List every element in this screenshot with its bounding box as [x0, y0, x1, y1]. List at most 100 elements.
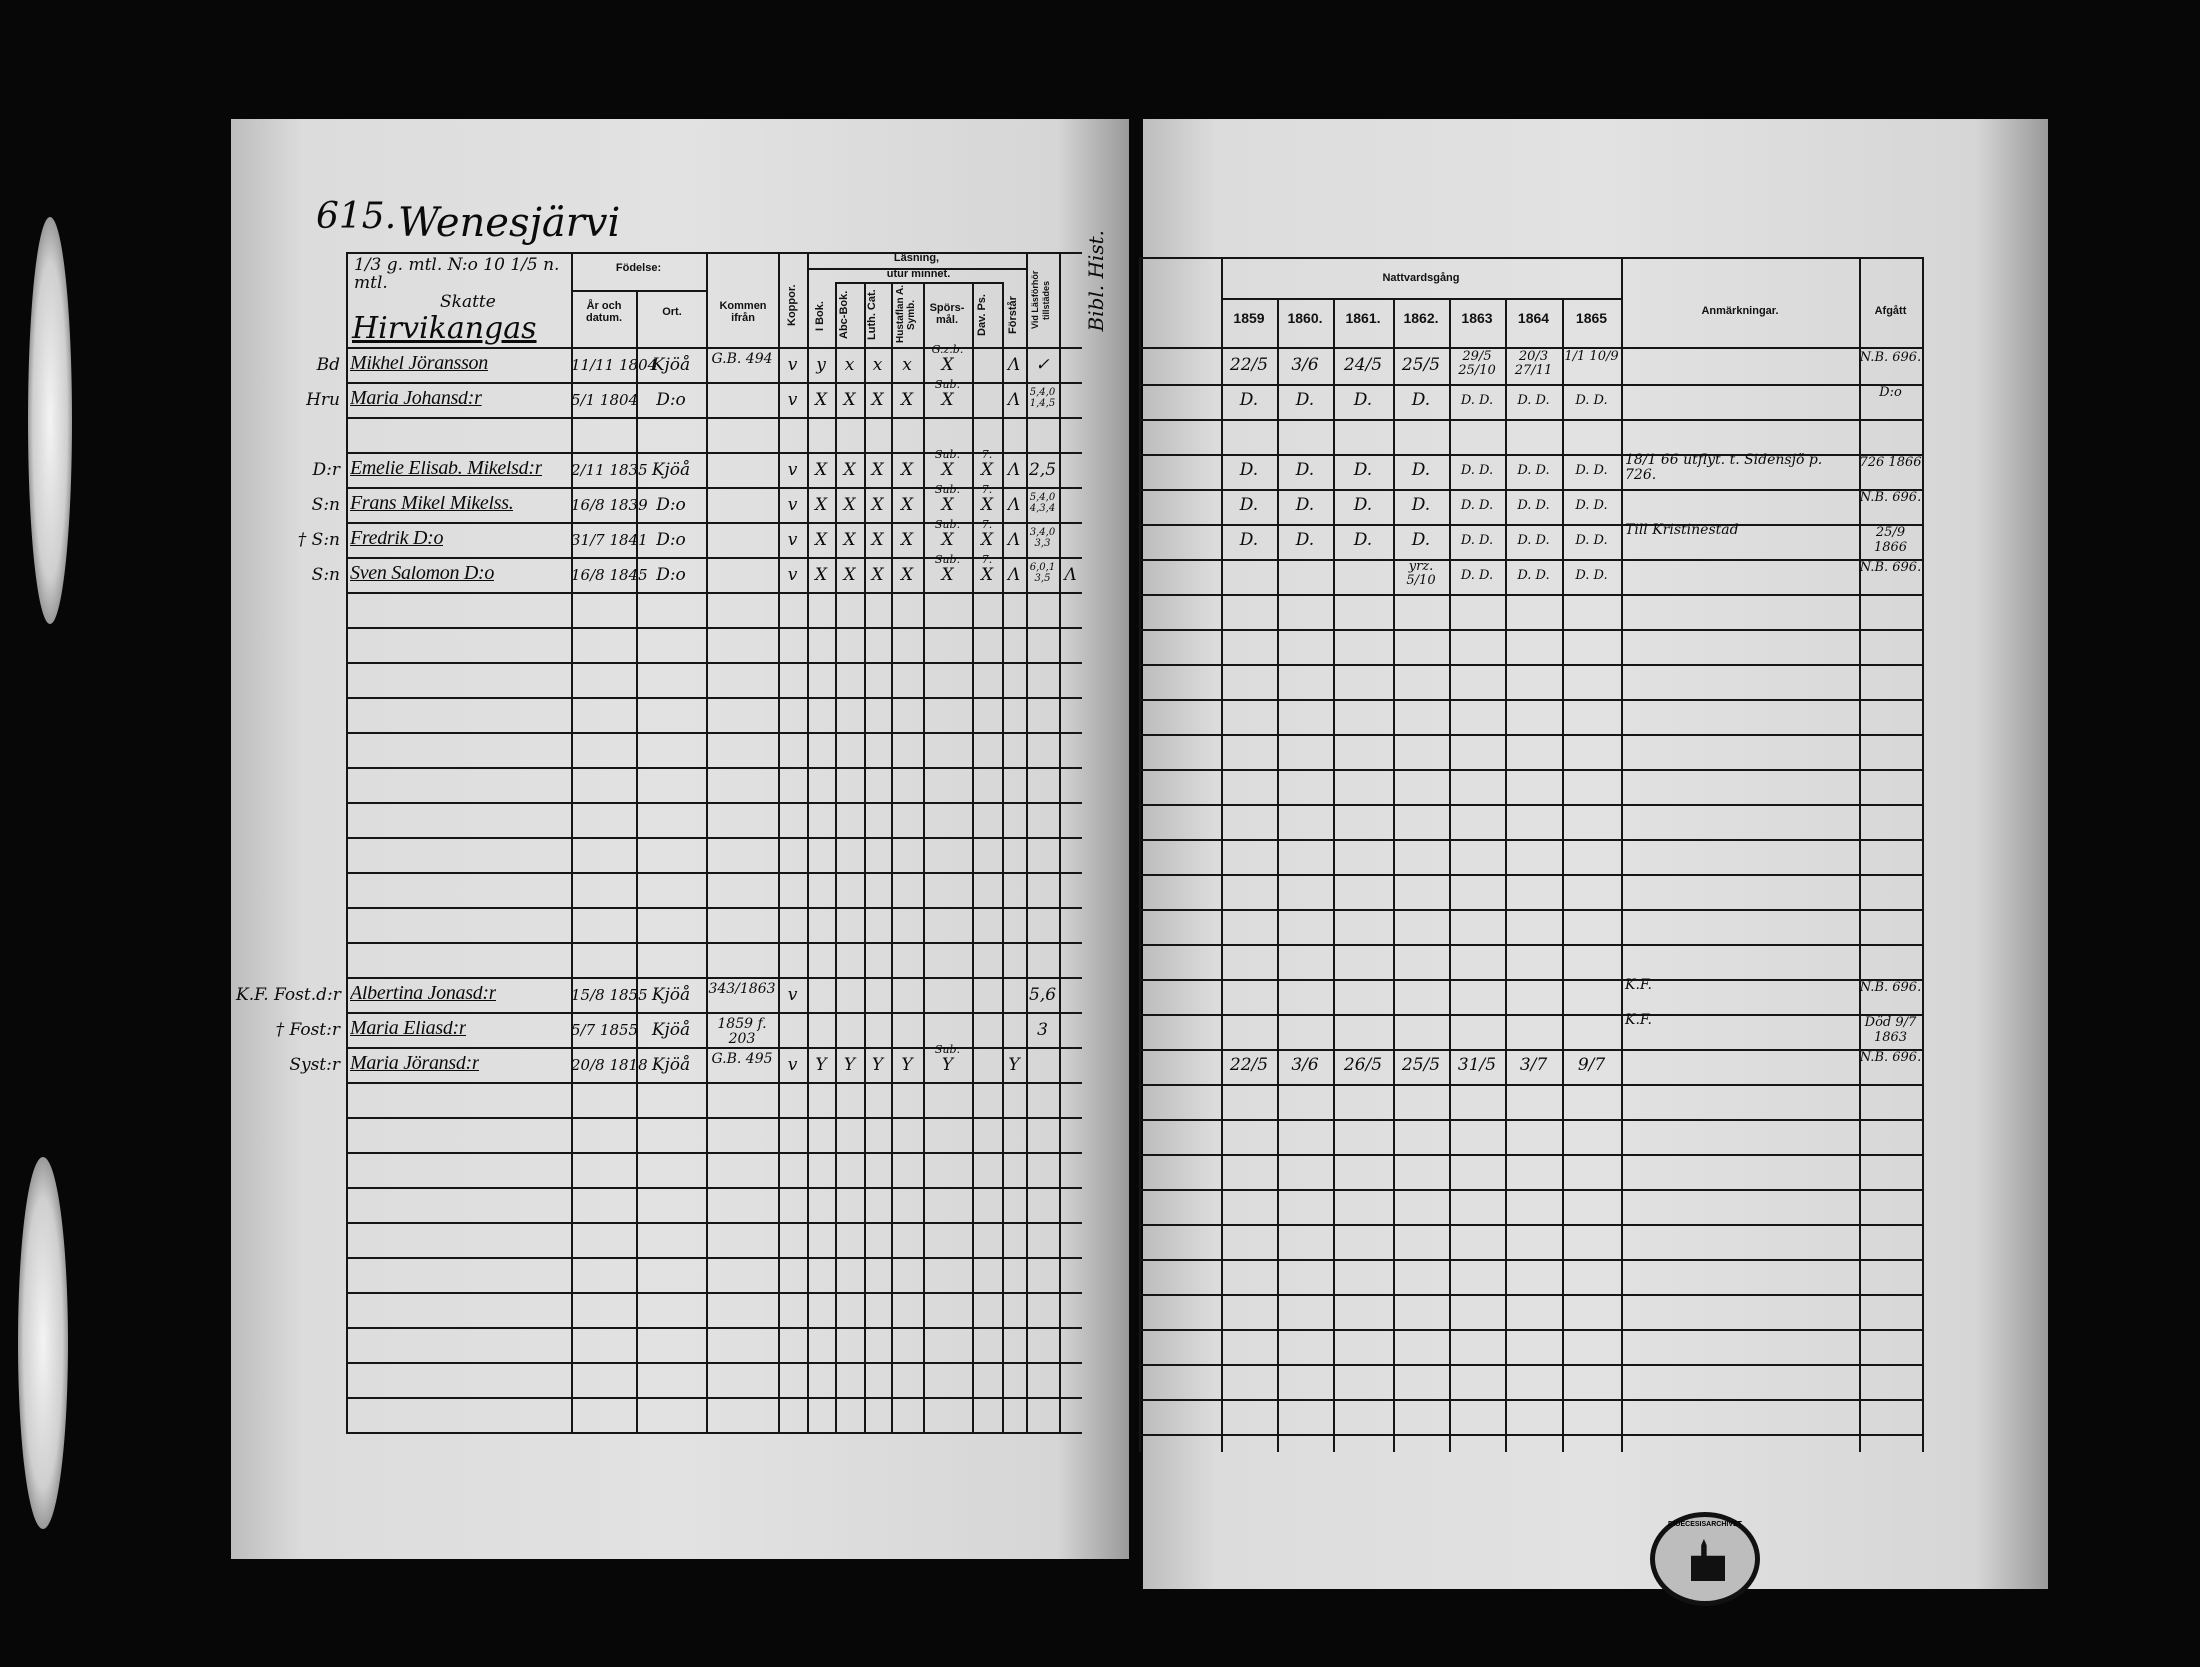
- reading-mark: 5,4,0 1,4,5: [1029, 387, 1056, 409]
- row-rule: [1139, 489, 1922, 491]
- reading-mark: ✓: [1035, 355, 1050, 375]
- reading-mark: X: [941, 530, 954, 550]
- communion-date: D. D.: [1517, 393, 1550, 408]
- communion-date: D.: [1239, 460, 1259, 480]
- reading-mark: 5,4,0 4,3,4: [1029, 492, 1056, 514]
- reading-mark: X: [814, 565, 828, 585]
- row-rule: [1139, 874, 1922, 876]
- reading-mark: v: [787, 565, 798, 585]
- reading-mark: X: [900, 565, 914, 585]
- row-rule: [346, 1432, 1082, 1434]
- departed-entry: N.B. 696.: [1859, 1050, 1922, 1065]
- psalms-note: 7.: [981, 483, 993, 496]
- row-rule: [346, 592, 1082, 594]
- row-rule: [1139, 839, 1922, 841]
- row-rule: [346, 942, 1082, 944]
- role-label: Bd: [316, 355, 340, 375]
- header-rule: [835, 282, 1002, 284]
- communion-date: D.: [1295, 390, 1315, 410]
- reading-mark: X: [941, 460, 954, 480]
- communion-date: D.: [1353, 390, 1373, 410]
- row-rule: [346, 767, 1082, 769]
- reading-mark: x: [872, 355, 883, 375]
- row-rule: [346, 802, 1082, 804]
- row-rule: [346, 1327, 1082, 1329]
- row-rule: [346, 977, 1082, 979]
- reading-mark: Λ: [1007, 495, 1021, 515]
- row-rule: [346, 697, 1082, 699]
- column-rule: [835, 282, 837, 1432]
- questions-note: Sub.: [934, 553, 961, 566]
- page-number: 615.: [316, 196, 397, 237]
- birth-date: 5/1 1804: [571, 391, 639, 409]
- reading-mark: Λ: [1007, 355, 1021, 375]
- reading-mark: X: [900, 390, 914, 410]
- column-rule: [636, 290, 638, 1432]
- reading-mark: v: [787, 390, 798, 410]
- reading-mark: X: [980, 565, 994, 585]
- row-rule: [1139, 1189, 1922, 1191]
- birth-date: 20/8 1818: [571, 1056, 648, 1074]
- communion-date: D.: [1411, 390, 1431, 410]
- row-rule: [346, 382, 1082, 384]
- column-rule: [1059, 252, 1061, 1432]
- row-rule: [1139, 1259, 1922, 1261]
- column-rule: [1859, 257, 1861, 1452]
- questions-header: Spörs-mål.: [929, 302, 965, 326]
- communion-date: 22/5: [1229, 355, 1269, 375]
- row-rule: [346, 522, 1082, 524]
- column-rule: [346, 252, 348, 1432]
- communion-date: D.: [1239, 390, 1259, 410]
- row-rule: [1139, 1119, 1922, 1121]
- role-label: Syst:r: [289, 1055, 340, 1075]
- communion-date: 9/7: [1577, 1055, 1606, 1075]
- communion-date: D. D.: [1460, 498, 1494, 513]
- row-rule: [1139, 524, 1922, 526]
- communion-date: 26/5: [1343, 1055, 1383, 1075]
- reading-mark: X: [843, 530, 856, 550]
- communion-date: 22/5: [1229, 1055, 1269, 1075]
- row-rule: [1139, 1294, 1922, 1296]
- row-rule: [1139, 769, 1922, 771]
- role-label: D:r: [312, 460, 340, 480]
- row-rule: [1139, 979, 1922, 981]
- year-header: 1864: [1517, 310, 1550, 326]
- birth-place: D:o: [656, 530, 686, 550]
- communion-date: yrz. 5/10: [1406, 559, 1436, 588]
- reading-mark: 3: [1037, 1020, 1048, 1040]
- farm-name: Hirvikangas: [352, 311, 537, 346]
- header-rule: [571, 290, 706, 292]
- birth-place: D:o: [656, 565, 686, 585]
- reading-mark: 2,5: [1028, 460, 1057, 480]
- communion-date: D. D.: [1460, 568, 1494, 583]
- reading-mark: X: [871, 460, 884, 480]
- row-rule: [346, 1117, 1082, 1119]
- column-rule: [1026, 252, 1028, 1432]
- reading-mark: X: [843, 565, 856, 585]
- role-label: Hru: [306, 390, 340, 410]
- reading-mark: X: [843, 495, 856, 515]
- person-name: Albertina Jonasd:r: [350, 986, 497, 1001]
- communion-date: D. D.: [1575, 533, 1608, 548]
- row-rule: [1139, 454, 1922, 456]
- birth-date: 11/11 1804: [571, 356, 658, 374]
- village-name: Wenesjärvi: [398, 200, 621, 246]
- reading-mark: Λ: [1007, 530, 1021, 550]
- header-rule: [807, 268, 1026, 270]
- birth-place: Kjöå: [651, 460, 691, 480]
- reading-mark: X: [980, 460, 994, 480]
- reading-mark: Y: [815, 1055, 827, 1075]
- table-top-rule: [346, 252, 1082, 254]
- moved-from: G.B. 494: [711, 351, 773, 367]
- communion-date: D. D.: [1517, 533, 1550, 548]
- communion-date: D.: [1239, 530, 1259, 550]
- column-rule: [1621, 257, 1623, 1452]
- reading-mark: X: [871, 530, 884, 550]
- from-header: Kommen ifrån: [719, 300, 767, 324]
- reading-mark: 6,0,1 3,5: [1029, 562, 1056, 584]
- birth-place: Kjöå: [651, 1020, 691, 1040]
- psalms-note: 7.: [981, 448, 993, 461]
- reading-mark: X: [900, 530, 914, 550]
- column-rule: [778, 252, 780, 1432]
- row-rule: [346, 1152, 1082, 1154]
